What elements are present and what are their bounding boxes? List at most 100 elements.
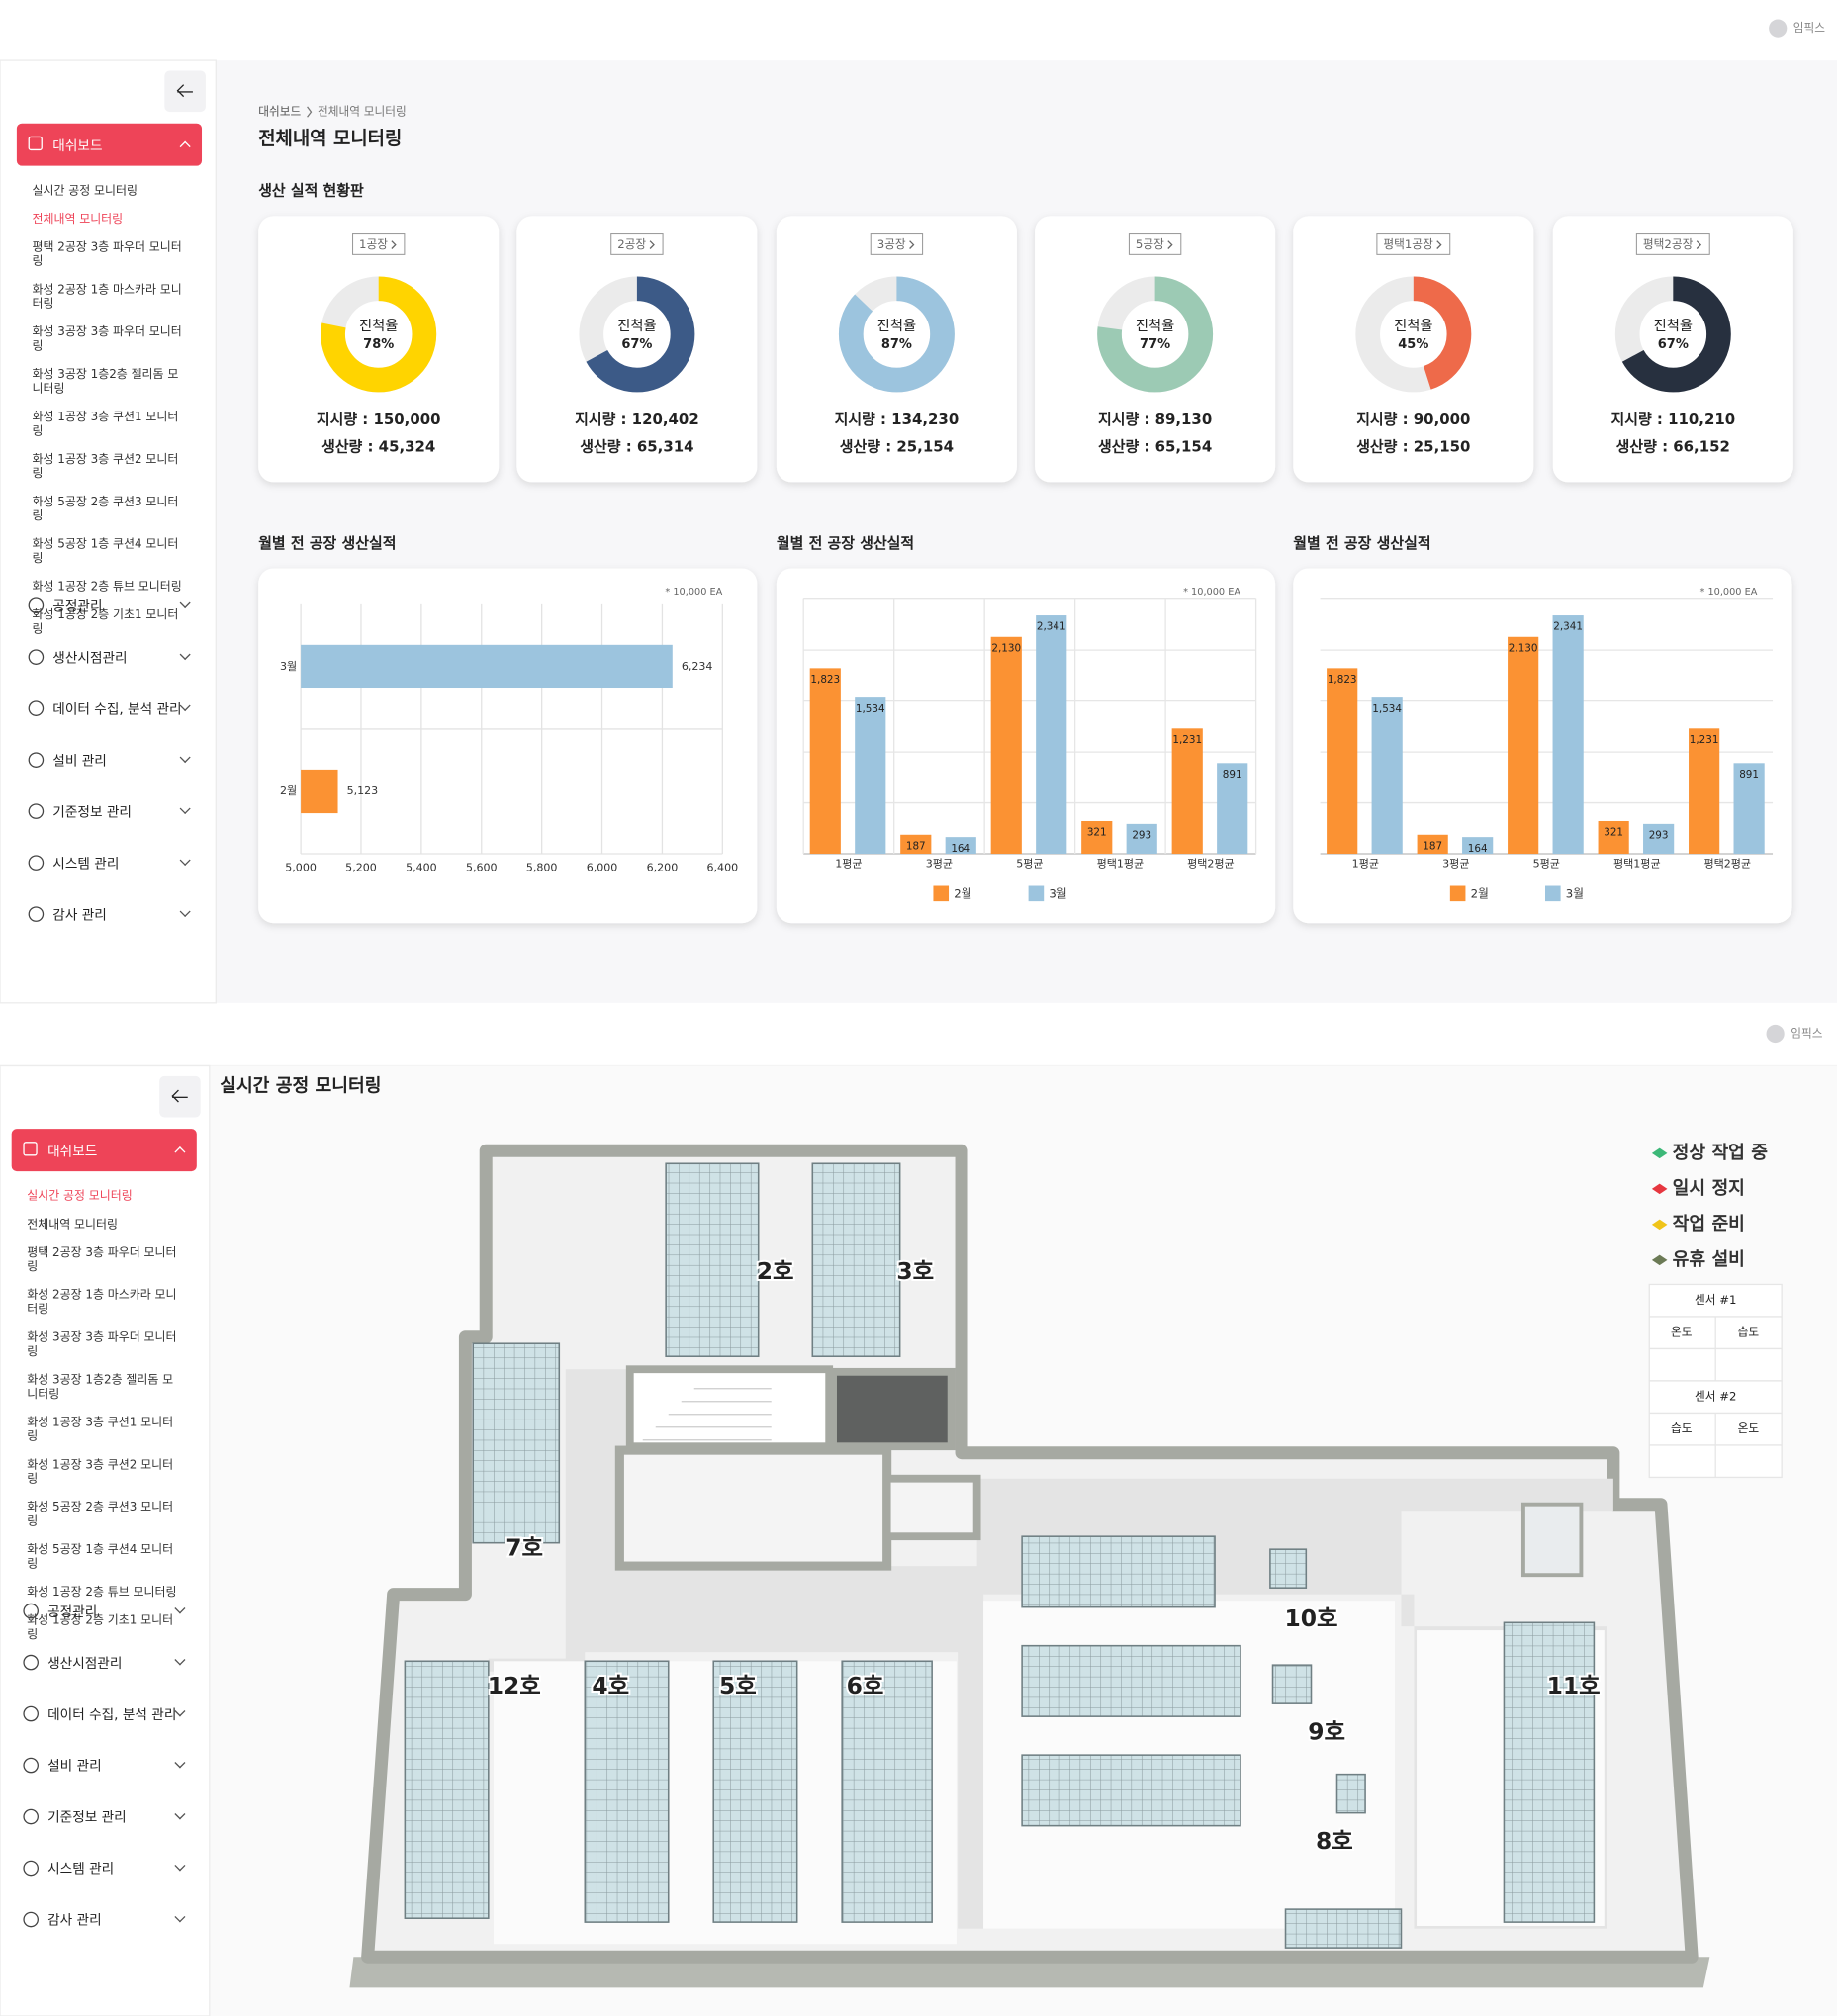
status-icon	[1651, 1183, 1668, 1195]
legend-label: 2월	[1471, 886, 1489, 900]
category-label: 평택2평균	[1703, 857, 1751, 870]
submenu-item[interactable]: 화성 1공장 3층 쿠션2 모니터링	[27, 1457, 174, 1486]
submenu-item[interactable]: 화성 3공장 1층2층 젤리돔 모니터링	[32, 367, 179, 396]
progress-value: 78%	[363, 337, 394, 352]
bar	[1643, 823, 1675, 855]
zone-label[interactable]: 11호	[1545, 1670, 1603, 1701]
sensor-name: 센서 #1	[1695, 1293, 1736, 1307]
sensor-name: 센서 #2	[1695, 1390, 1736, 1404]
zone-label[interactable]: 10호	[1283, 1603, 1340, 1634]
submenu-item[interactable]: 화성 1공장 2층 기초1 모니터링	[27, 1612, 174, 1642]
menu-icon	[23, 1603, 39, 1619]
x-tick-label: 6,200	[647, 861, 679, 873]
zone-label[interactable]: 9호	[1306, 1716, 1347, 1748]
zone-label[interactable]: 3호	[894, 1255, 936, 1287]
menu-item[interactable]: 기준정보 관리	[0, 785, 216, 837]
menu-icon	[28, 906, 45, 922]
value-label: 321	[1604, 827, 1623, 839]
dashboard-menu[interactable]: 대쉬보드	[11, 1129, 197, 1172]
submenu-item[interactable]: 전체내역 모니터링	[27, 1217, 118, 1232]
user-icon[interactable]	[1769, 19, 1788, 38]
menu-item[interactable]: 기준정보 관리	[0, 1791, 211, 1843]
menu-item[interactable]: 데이터 수집, 분석 관리	[0, 1689, 211, 1740]
donut-arc	[838, 276, 955, 393]
breadcrumb[interactable]: 대쉬보드	[258, 105, 301, 119]
menu-item[interactable]: 시스템 관리	[0, 1843, 211, 1894]
menu-label: 데이터 수집, 분석 관리	[52, 701, 182, 717]
menu-item[interactable]: 공정관리	[0, 580, 216, 631]
submenu-item[interactable]: 화성 5공장 2층 쿠션3 모니터링	[27, 1500, 174, 1528]
menu-item[interactable]: 설비 관리	[0, 734, 216, 785]
submenu-item[interactable]: 화성 1공장 3층 쿠션1 모니터링	[27, 1415, 174, 1443]
back-button[interactable]	[164, 70, 206, 113]
submenu-item[interactable]: 평택 2공장 3층 파우더 모니터링	[32, 239, 182, 268]
zone-label[interactable]: 5호	[717, 1670, 759, 1701]
submenu-item[interactable]: 화성 5공장 2층 쿠션3 모니터링	[32, 494, 179, 523]
menu-item[interactable]: 공정관리	[0, 1586, 211, 1637]
submenu-item[interactable]: 전체내역 모니터링	[32, 211, 124, 227]
submenu-item[interactable]: 화성 5공장 1층 쿠션4 모니터링	[32, 536, 179, 566]
submenu-item[interactable]: 화성 3공장 3층 파우더 모니터링	[27, 1329, 177, 1359]
factory-tag[interactable]	[610, 233, 664, 255]
menu-label: 기준정보 관리	[47, 1809, 127, 1825]
user-icon[interactable]	[1766, 1024, 1785, 1044]
submenu-item[interactable]: 화성 1공장 2층 튜브 모니터링	[32, 579, 182, 594]
factory-tag[interactable]	[1128, 233, 1182, 255]
submenu-item[interactable]: 화성 5공장 1층 쿠션4 모니터링	[27, 1542, 174, 1571]
zone-label[interactable]: 8호	[1314, 1825, 1355, 1857]
sensor-column: 습도	[1738, 1326, 1760, 1339]
back-button[interactable]	[159, 1075, 201, 1118]
user-name[interactable]: 임픽스	[1793, 21, 1826, 35]
submenu-item[interactable]: 화성 1공장 2층 튜브 모니터링	[27, 1584, 177, 1600]
output-qty: 생산량 : 65,154	[1098, 437, 1212, 455]
submenu-item[interactable]: 화성 1공장 2층 기초1 모니터링	[32, 607, 179, 636]
bar	[1327, 668, 1358, 855]
menu-label: 감사 관리	[47, 1912, 102, 1928]
submenu-item[interactable]: 화성 3공장 1층2층 젤리돔 모니터링	[27, 1372, 174, 1402]
zone-label[interactable]: 7호	[504, 1532, 545, 1564]
menu-item[interactable]: 설비 관리	[0, 1740, 211, 1791]
bar	[1552, 615, 1584, 855]
submenu-item[interactable]: 화성 3공장 3층 파우더 모니터링	[32, 324, 182, 353]
value-label: 1,534	[856, 703, 885, 715]
submenu-item[interactable]: 화성 2공장 1층 마스카라 모니터링	[32, 282, 182, 311]
menu-item[interactable]: 생산시점관리	[0, 631, 216, 683]
menu-item[interactable]: 생산시점관리	[0, 1637, 211, 1689]
dashboard-menu[interactable]: 대쉬보드	[16, 123, 203, 166]
submenu-item[interactable]: 화성 2공장 1층 마스카라 모니터링	[27, 1287, 177, 1317]
factory-tag[interactable]	[1635, 233, 1710, 255]
value-label: 2,341	[1553, 621, 1583, 633]
menu-item[interactable]: 시스템 관리	[0, 837, 216, 888]
submenu-item[interactable]: 실시간 공정 모니터링	[32, 183, 138, 198]
factory-tag[interactable]	[1376, 233, 1451, 255]
value-label: 293	[1649, 830, 1669, 842]
value-label: 2,130	[1509, 642, 1538, 654]
submenu-item[interactable]: 화성 1공장 3층 쿠션2 모니터링	[32, 451, 179, 481]
submenu-item[interactable]: 실시간 공정 모니터링	[27, 1188, 133, 1203]
donut-arc	[321, 276, 437, 393]
progress-value: 77%	[1140, 337, 1170, 352]
menu-label: 기준정보 관리	[52, 803, 132, 820]
menu-item[interactable]: 데이터 수집, 분석 관리	[0, 683, 216, 734]
card	[1293, 216, 1534, 483]
chevron-down	[174, 1654, 186, 1666]
zone-label[interactable]: 6호	[845, 1670, 886, 1701]
progress-label: 진척율	[617, 318, 656, 334]
user-name[interactable]: 임픽스	[1791, 1026, 1823, 1040]
factory-tag[interactable]	[870, 233, 924, 255]
submenu-item[interactable]: 평택 2공장 3층 파우더 모니터링	[27, 1244, 177, 1274]
menu-icon	[23, 1654, 39, 1671]
menu-item[interactable]: 감사 관리	[0, 1894, 211, 1946]
bar	[990, 636, 1022, 855]
submenu-item[interactable]: 화성 1공장 3층 쿠션1 모니터링	[32, 409, 179, 438]
zone-label[interactable]: 4호	[590, 1670, 631, 1701]
zone-label[interactable]: 2호	[755, 1255, 796, 1287]
menu-item[interactable]: 감사 관리	[0, 888, 216, 940]
x-tick-label: 5,000	[285, 861, 317, 873]
zone-label[interactable]: 12호	[486, 1670, 543, 1701]
factory-tag[interactable]	[352, 233, 406, 255]
legend-swatch	[1545, 885, 1561, 902]
